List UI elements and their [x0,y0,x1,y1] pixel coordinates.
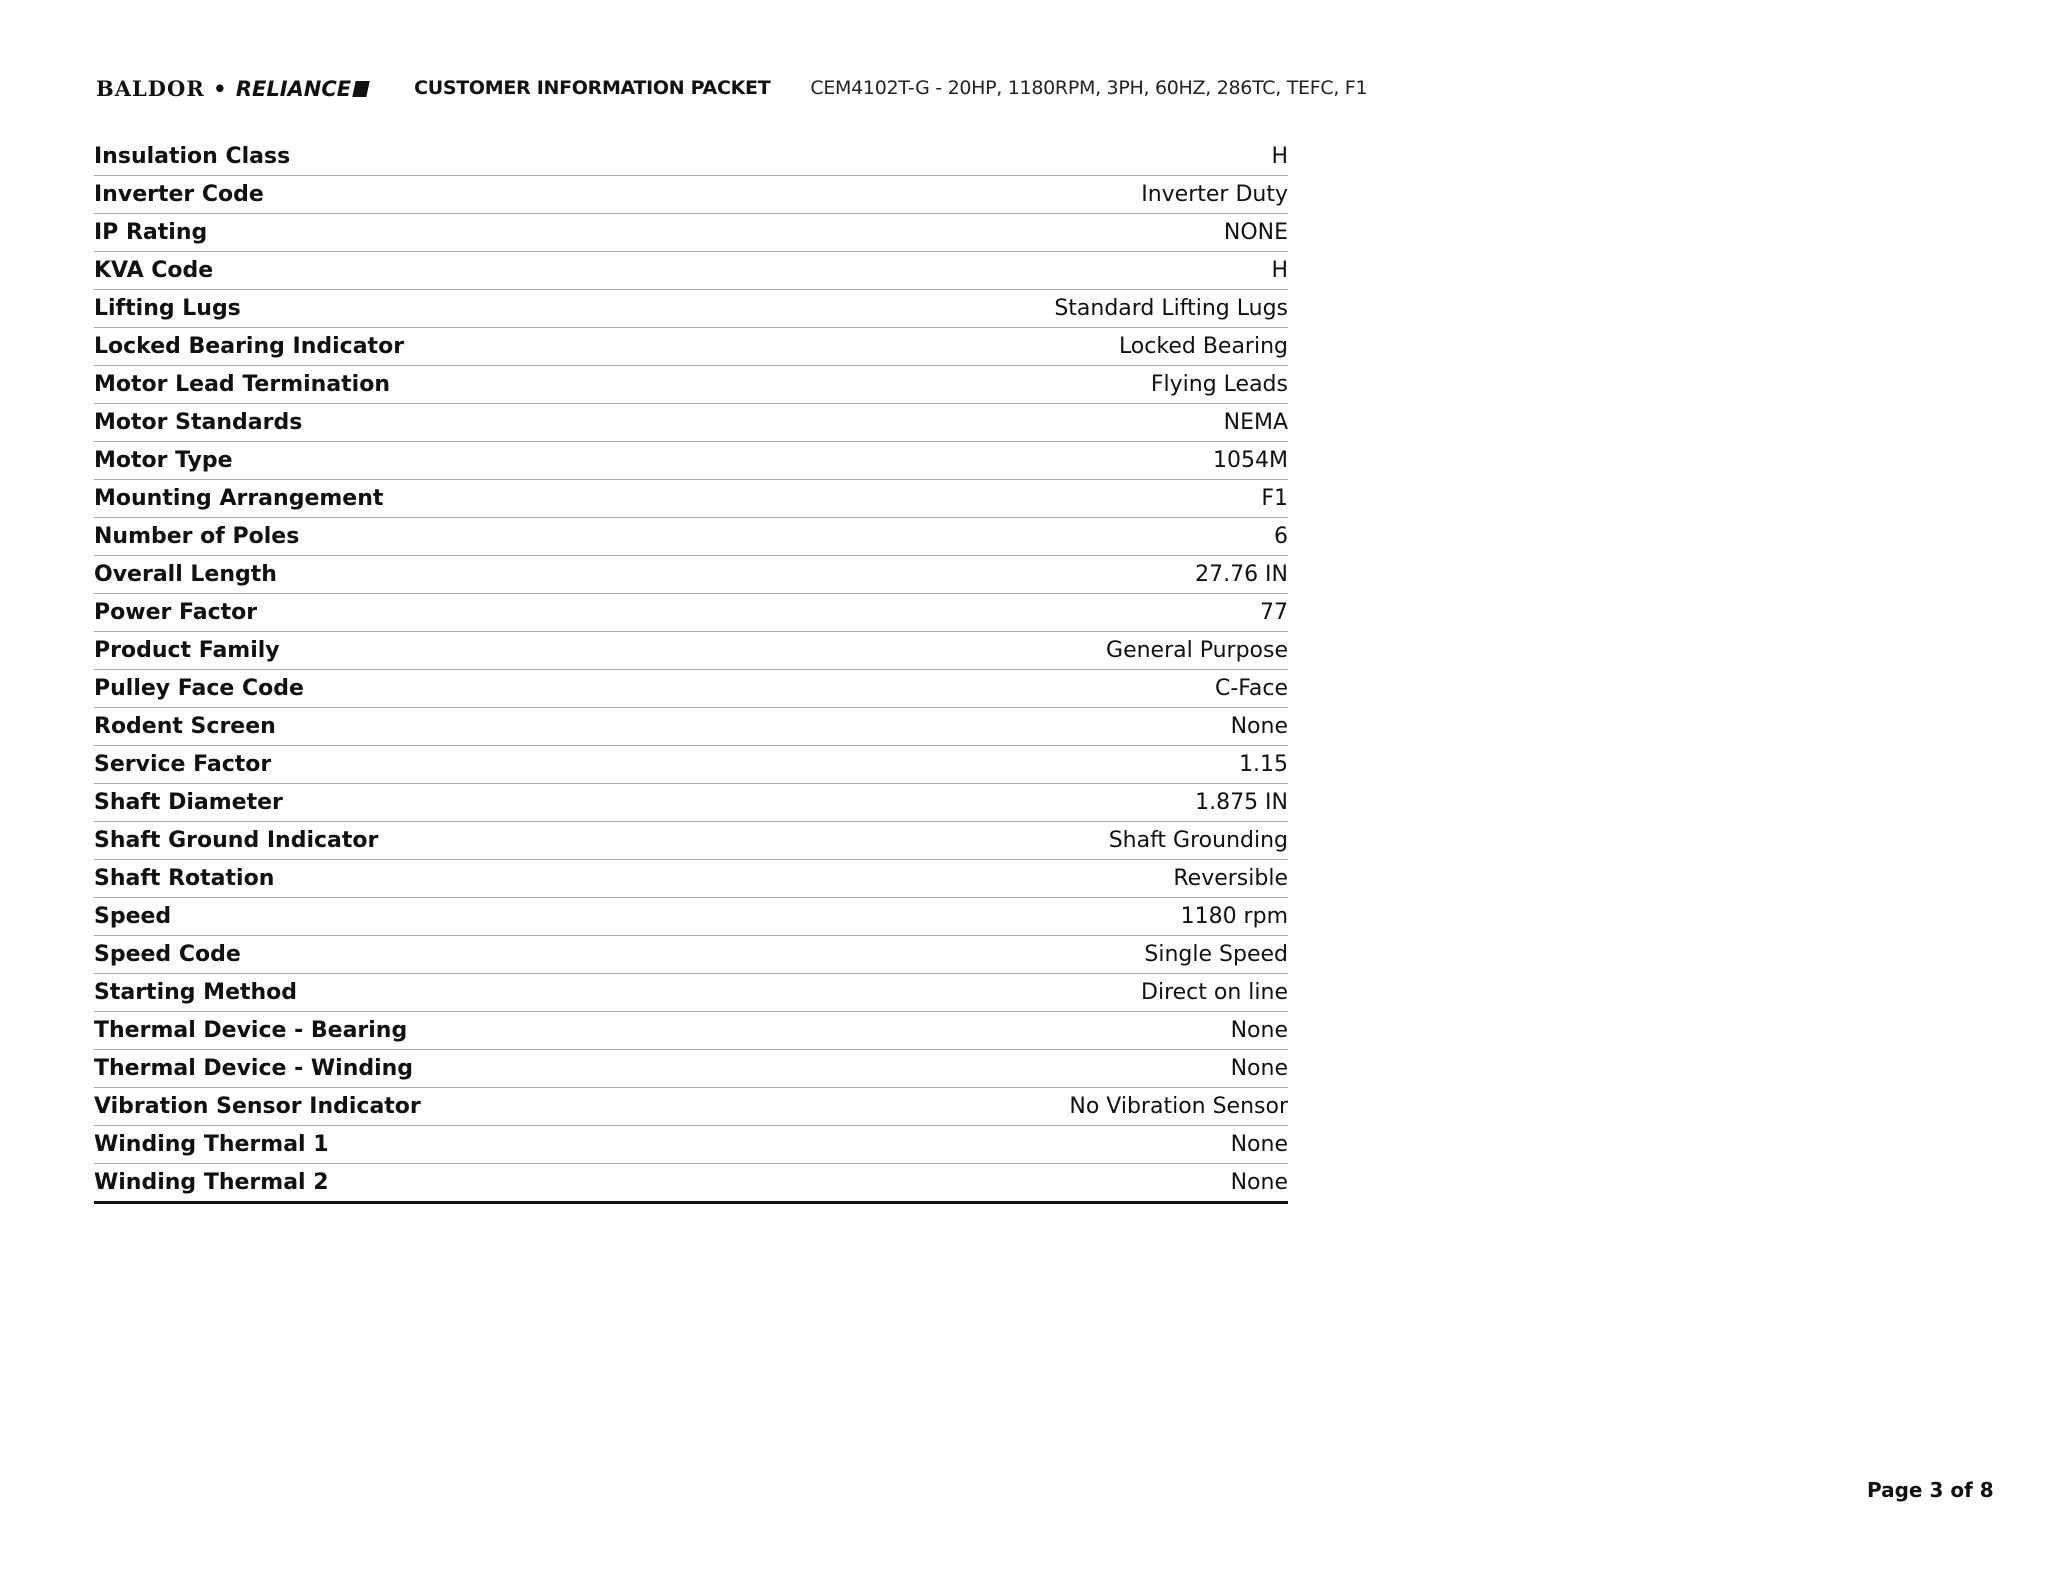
spec-row: Overall Length 27.76 IN [94,556,1288,594]
spec-label: Overall Length [94,562,277,587]
spec-label: Locked Bearing Indicator [94,334,405,359]
spec-value: No Vibration Sensor [1069,1094,1288,1119]
spec-row: Service Factor 1.15 [94,746,1288,784]
spec-row: Product Family General Purpose [94,632,1288,670]
spec-label: Lifting Lugs [94,296,241,321]
spec-label: Pulley Face Code [94,676,304,701]
spec-label: Mounting Arrangement [94,486,384,511]
spec-value: None [1230,1056,1288,1081]
spec-row: Starting Method Direct on line [94,974,1288,1012]
baldor-reliance-logo: BALDOR • RELIANCE [96,76,370,101]
spec-row: Power Factor 77 [94,594,1288,632]
spec-label: Thermal Device - Bearing [94,1018,408,1043]
spec-label: Power Factor [94,600,258,625]
spec-value: Shaft Grounding [1108,828,1288,853]
spec-row: Shaft Diameter 1.875 IN [94,784,1288,822]
spec-label: Motor Standards [94,410,303,435]
spec-value: 6 [1274,524,1288,549]
spec-row: Insulation Class H [94,138,1288,176]
spec-label: Winding Thermal 1 [94,1132,329,1157]
spec-value: 1.875 IN [1195,790,1288,815]
spec-value: Single Speed [1144,942,1288,967]
spec-value: 1180 rpm [1180,904,1288,929]
spec-table: Insulation Class H Inverter Code Inverter D… [94,138,1288,1204]
spec-value: None [1230,714,1288,739]
spec-label: Vibration Sensor Indicator [94,1094,421,1119]
spec-row: Motor Type 1054M [94,442,1288,480]
spec-value: Direct on line [1141,980,1288,1005]
spec-value: Standard Lifting Lugs [1054,296,1288,321]
spec-row: Vibration Sensor Indicator No Vibration S… [94,1088,1288,1126]
spec-label: Motor Lead Termination [94,372,391,397]
spec-value: H [1271,144,1288,169]
spec-label: Insulation Class [94,144,291,169]
spec-label: Shaft Rotation [94,866,275,891]
spec-row: Shaft Rotation Reversible [94,860,1288,898]
spec-row: IP Rating NONE [94,214,1288,252]
spec-label: Product Family [94,638,280,663]
spec-label: Motor Type [94,448,233,473]
spec-label: IP Rating [94,220,208,245]
product-subtitle: CEM4102T-G - 20HP, 1180RPM, 3PH, 60HZ, 2… [810,77,1368,99]
spec-value: 1054M [1213,448,1288,473]
spec-label: Rodent Screen [94,714,276,739]
spec-label: Starting Method [94,980,298,1005]
spec-label: Winding Thermal 2 [94,1170,329,1195]
spec-value: Reversible [1173,866,1288,891]
spec-label: Speed Code [94,942,241,967]
spec-value: NONE [1223,220,1288,245]
spec-row: KVA Code H [94,252,1288,290]
spec-row: Winding Thermal 1 None [94,1126,1288,1164]
spec-row: Thermal Device - Winding None [94,1050,1288,1088]
page-number: Page 3 of 8 [1867,1478,1994,1502]
spec-value: H [1271,258,1288,283]
spec-row: Mounting Arrangement F1 [94,480,1288,518]
page-header: BALDOR • RELIANCE CUSTOMER INFORMATION P… [96,70,1368,106]
spec-row: Motor Lead Termination Flying Leads [94,366,1288,404]
spec-value: NEMA [1223,410,1288,435]
spec-row: Shaft Ground Indicator Shaft Grounding [94,822,1288,860]
spec-value: 77 [1260,600,1288,625]
spec-label: Inverter Code [94,182,264,207]
spec-label: Number of Poles [94,524,300,549]
spec-row: Motor Standards NEMA [94,404,1288,442]
spec-value: None [1230,1018,1288,1043]
spec-value: Inverter Duty [1141,182,1288,207]
spec-row: Speed Code Single Speed [94,936,1288,974]
spec-value: C-Face [1214,676,1288,701]
spec-row: Rodent Screen None [94,708,1288,746]
spec-row: Pulley Face Code C-Face [94,670,1288,708]
spec-row: Lifting Lugs Standard Lifting Lugs [94,290,1288,328]
spec-label: Shaft Ground Indicator [94,828,379,853]
spec-row: Thermal Device - Bearing None [94,1012,1288,1050]
spec-value: General Purpose [1106,638,1288,663]
document-title: CUSTOMER INFORMATION PACKET [414,77,771,99]
spec-row: Number of Poles 6 [94,518,1288,556]
spec-value: F1 [1261,486,1288,511]
spec-label: Thermal Device - Winding [94,1056,414,1081]
spec-row: Speed 1180 rpm [94,898,1288,936]
spec-value: Locked Bearing [1118,334,1288,359]
spec-value: Flying Leads [1150,372,1288,397]
spec-row: Locked Bearing Indicator Locked Bearing [94,328,1288,366]
spec-label: Service Factor [94,752,272,777]
spec-value: None [1230,1132,1288,1157]
spec-label: Shaft Diameter [94,790,283,815]
spec-value: None [1230,1170,1288,1195]
spec-label: KVA Code [94,258,214,283]
spec-value: 27.76 IN [1195,562,1288,587]
spec-label: Speed [94,904,172,929]
spec-value: 1.15 [1239,752,1288,777]
spec-row: Inverter Code Inverter Duty [94,176,1288,214]
spec-row: Winding Thermal 2 None [94,1164,1288,1204]
